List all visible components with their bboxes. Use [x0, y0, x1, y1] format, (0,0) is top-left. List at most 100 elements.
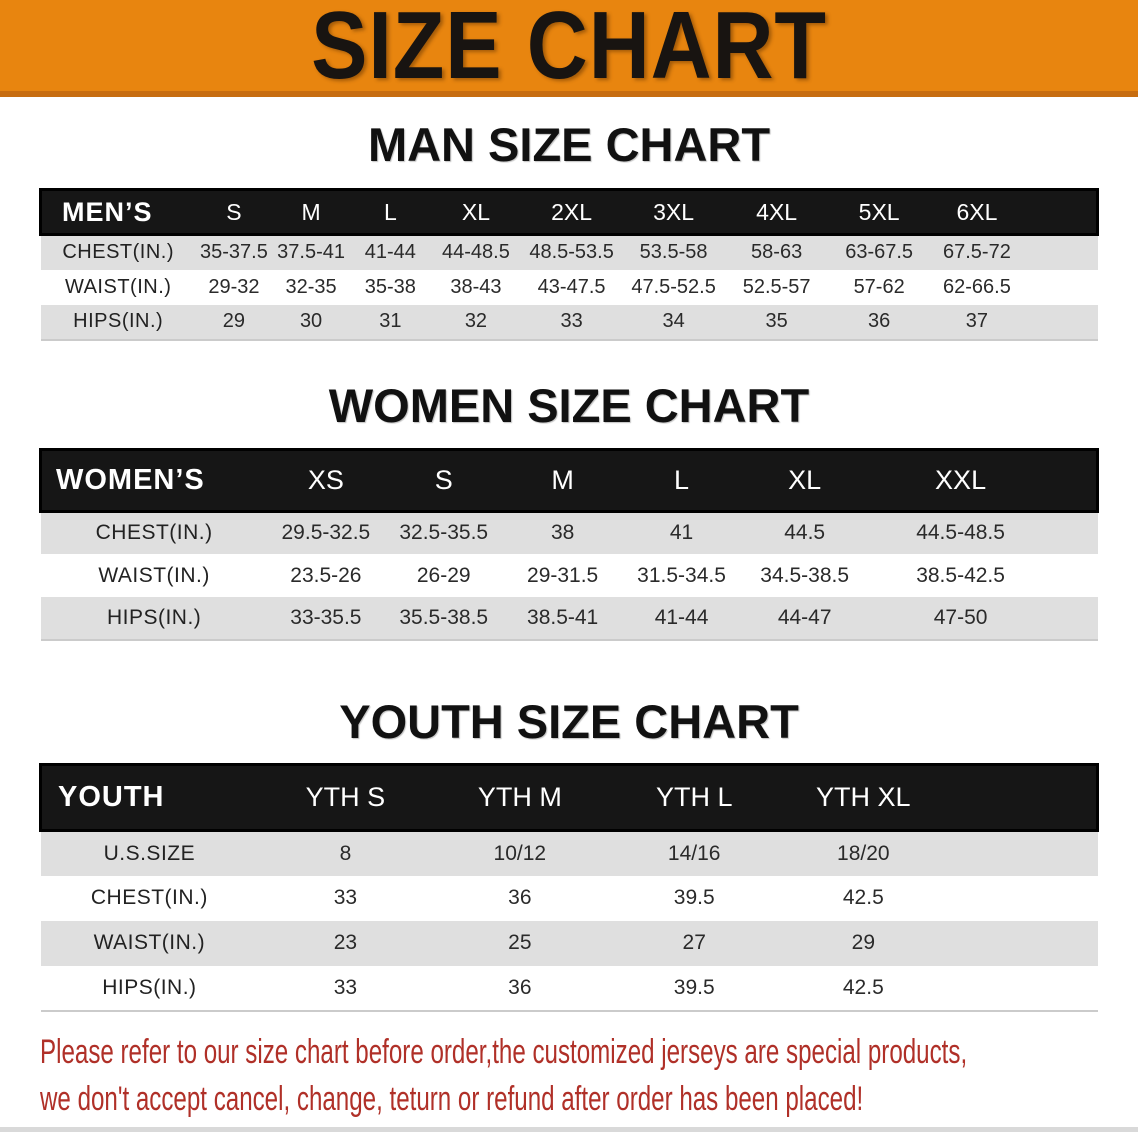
size-value-cell: 52.5-57 — [742, 275, 811, 298]
size-value-cell: 33 — [258, 965, 433, 1012]
men-section: MAN SIZE CHART MEN’S S M L XL 2XL 3XL 4X… — [0, 116, 1138, 341]
row-label: CHEST(IN.) — [90, 886, 208, 909]
size-value-cell: 36 — [508, 886, 532, 909]
men-heading-wrap: MAN SIZE CHART — [0, 116, 1138, 174]
youth-corner-label: YOUTH — [39, 763, 259, 832]
size-col-header: YTH L — [607, 763, 782, 832]
filler-cell — [1023, 188, 1100, 236]
youth-ussize-row: U.S.SIZE 8 10/12 14/16 18/20 — [40, 829, 1098, 876]
size-value-cell: 62-66.5 — [942, 275, 1011, 298]
size-col-header: 3XL — [621, 188, 726, 236]
size-col-header: S — [195, 188, 272, 236]
row-label: WAIST(IN.) — [98, 563, 210, 587]
size-value-cell: 36 — [827, 304, 931, 341]
women-heading-wrap: WOMEN SIZE CHART — [0, 377, 1138, 435]
size-col-header: YTH XL — [781, 763, 946, 832]
footer-notice: Please refer to our size chart before or… — [0, 1029, 1138, 1123]
size-value-cell: 67.5-72 — [930, 233, 1024, 270]
size-value-cell: 43-47.5 — [537, 275, 606, 298]
men-corner-label: MEN’S — [38, 188, 196, 236]
youth-section: YOUTH SIZE CHART YOUTH YTH S YTH M YTH L… — [0, 693, 1138, 1012]
row-label: U.S.SIZE — [40, 829, 259, 876]
size-value-cell: 38-43 — [450, 275, 502, 298]
filler-cell — [1023, 233, 1098, 270]
filler-cell — [945, 965, 1098, 1012]
size-value-cell: 34.5-38.5 — [760, 563, 850, 587]
women-section-heading: WOMEN SIZE CHART — [328, 378, 810, 432]
row-label: CHEST(IN.) — [40, 509, 268, 554]
size-value-cell: 37.5-41 — [271, 233, 351, 270]
row-label: HIPS(IN.) — [40, 304, 196, 341]
size-value-cell: 44-47 — [741, 597, 869, 641]
size-value-cell: 48.5-53.5 — [521, 233, 622, 270]
size-value-cell: 44.5 — [741, 509, 869, 554]
size-value-cell: 58-63 — [725, 233, 828, 270]
size-value-cell: 29.5-32.5 — [267, 509, 385, 554]
size-value-cell: 42.5 — [842, 886, 884, 909]
filler-cell — [945, 763, 1100, 832]
men-waist-row: WAIST(IN.) 29-32 32-35 35-38 38-43 43-47… — [41, 270, 1098, 305]
size-col-header: XXL — [868, 447, 1054, 513]
notice-line-2: we don't accept cancel, change, teturn o… — [40, 1079, 864, 1118]
banner-title: SIZE CHART — [311, 0, 827, 99]
size-value-cell: 29-31.5 — [527, 563, 599, 587]
size-value-cell: 35-38 — [364, 275, 416, 298]
size-value-cell: 33-35.5 — [267, 597, 385, 641]
size-value-cell: 41-44 — [350, 233, 431, 270]
size-value-cell: 29 — [781, 920, 946, 966]
size-value-cell: 41-44 — [621, 597, 742, 641]
youth-section-heading: YOUTH SIZE CHART — [339, 695, 799, 748]
size-value-cell: 53.5-58 — [621, 233, 726, 270]
women-chest-row: CHEST(IN.) 29.5-32.5 32.5-35.5 38 41 44.… — [40, 509, 1098, 554]
size-value-cell: 32-35 — [285, 275, 337, 298]
youth-heading-wrap: YOUTH SIZE CHART — [0, 693, 1138, 751]
youth-hips-row: HIPS(IN.) 33 36 39.5 42.5 — [40, 965, 1098, 1012]
size-value-cell: 35-37.5 — [195, 233, 272, 270]
size-value-cell: 32.5-35.5 — [384, 509, 504, 554]
size-value-cell: 35 — [725, 304, 828, 341]
size-value-cell: 38.5-41 — [503, 597, 622, 641]
size-value-cell: 31 — [350, 304, 431, 341]
size-value-cell: 44-48.5 — [430, 233, 522, 270]
women-waist-row: WAIST(IN.) 23.5-26 26-29 29-31.5 31.5-34… — [41, 554, 1098, 597]
row-label: WAIST(IN.) — [64, 275, 172, 298]
size-col-header: L — [621, 447, 742, 513]
size-col-header: M — [503, 447, 622, 513]
size-col-header: S — [384, 447, 504, 513]
size-col-header: 2XL — [521, 188, 622, 236]
filler-cell — [1023, 270, 1097, 305]
filler-cell — [1053, 509, 1098, 554]
youth-header-row: YOUTH YTH S YTH M YTH L YTH XL — [39, 763, 1100, 832]
size-value-cell: 34 — [621, 304, 726, 341]
size-value-cell: 38 — [503, 509, 622, 554]
size-col-header: XS — [267, 447, 385, 513]
row-label: HIPS(IN.) — [40, 597, 268, 641]
filler-cell — [1053, 447, 1100, 513]
size-value-cell: 47.5-52.5 — [631, 275, 716, 298]
size-value-cell: 26-29 — [416, 563, 471, 587]
filler-cell — [945, 920, 1098, 966]
youth-waist-row: WAIST(IN.) 23 25 27 29 — [40, 920, 1098, 966]
size-value-cell: 42.5 — [781, 965, 946, 1012]
women-hips-row: HIPS(IN.) 33-35.5 35.5-38.5 38.5-41 41-4… — [40, 597, 1098, 641]
size-value-cell: 23 — [258, 920, 433, 966]
women-header-row: WOMEN’S XS S M L XL XXL — [38, 447, 1100, 513]
row-label: WAIST(IN.) — [40, 920, 259, 966]
filler-cell — [1053, 597, 1098, 641]
size-value-cell: 33 — [521, 304, 622, 341]
size-col-header: XL — [430, 188, 522, 236]
size-value-cell: 39.5 — [607, 965, 782, 1012]
size-col-header: 5XL — [827, 188, 931, 236]
size-col-header: 4XL — [725, 188, 828, 236]
size-value-cell: 37 — [930, 304, 1024, 341]
size-value-cell: 10/12 — [432, 829, 608, 876]
size-value-cell: 41 — [621, 509, 742, 554]
men-chest-row: CHEST(IN.) 35-37.5 37.5-41 41-44 44-48.5… — [40, 233, 1098, 270]
size-col-header: YTH S — [258, 763, 433, 832]
notice-row: we don't accept cancel, change, teturn o… — [40, 1076, 1138, 1123]
size-col-header: XL — [741, 447, 869, 513]
size-value-cell: 8 — [258, 829, 433, 876]
bottom-strip — [0, 1127, 1138, 1132]
size-value-cell: 35.5-38.5 — [384, 597, 504, 641]
youth-size-table: YOUTH YTH S YTH M YTH L YTH XL U.S.SIZE … — [39, 763, 1100, 1012]
